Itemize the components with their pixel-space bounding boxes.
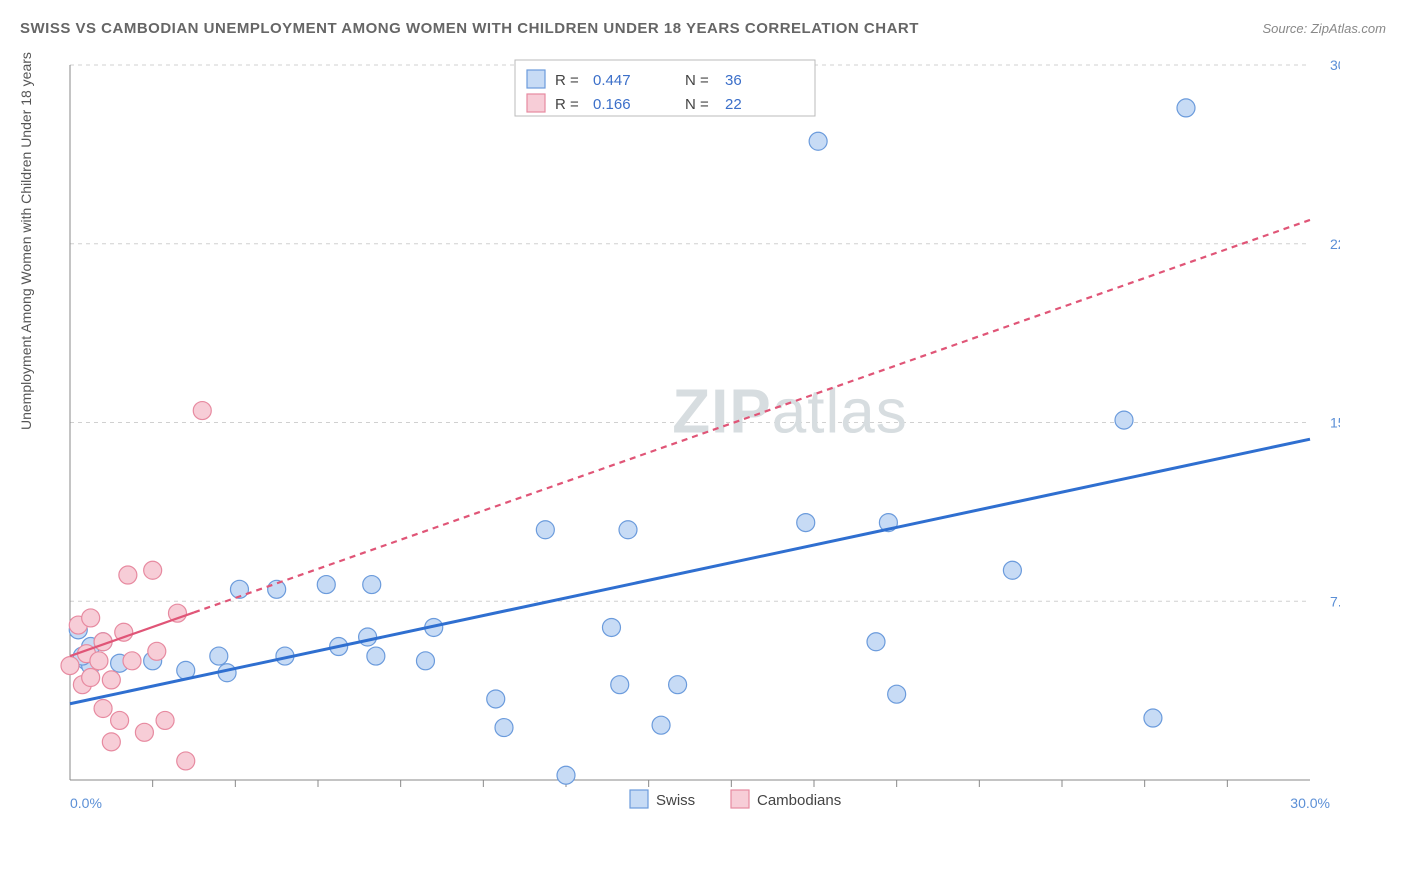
- legend-r-label: R =: [555, 72, 579, 89]
- y-tick-label: 15.0%: [1330, 415, 1340, 431]
- swiss-point: [1177, 99, 1195, 117]
- swiss-point: [536, 521, 554, 539]
- cambodians-point: [111, 711, 129, 729]
- legend-bottom-swatch: [630, 790, 648, 808]
- swiss-point: [652, 716, 670, 734]
- y-tick-label: 7.5%: [1330, 593, 1340, 609]
- swiss-point: [669, 676, 687, 694]
- swiss-point: [363, 576, 381, 594]
- swiss-point: [367, 647, 385, 665]
- swiss-point: [416, 652, 434, 670]
- legend-n-value: 22: [725, 96, 742, 113]
- x-origin-label: 0.0%: [70, 795, 102, 811]
- legend-r-value: 0.166: [593, 96, 631, 113]
- swiss-point: [557, 766, 575, 784]
- swiss-point: [888, 685, 906, 703]
- cambodians-point: [102, 671, 120, 689]
- legend-bottom-swatch: [731, 790, 749, 808]
- legend-n-label: N =: [685, 96, 709, 113]
- legend-bottom-label: Cambodians: [757, 792, 841, 809]
- swiss-point: [602, 618, 620, 636]
- cambodians-point: [82, 669, 100, 687]
- y-tick-label: 30.0%: [1330, 57, 1340, 73]
- legend-bottom-label: Swiss: [656, 792, 695, 809]
- cambodians-point: [94, 700, 112, 718]
- swiss-point: [210, 647, 228, 665]
- y-tick-label: 22.5%: [1330, 236, 1340, 252]
- swiss-point: [611, 676, 629, 694]
- swiss-point: [1003, 561, 1021, 579]
- cambodians-point: [144, 561, 162, 579]
- trend-line: [70, 439, 1310, 704]
- legend-n-value: 36: [725, 72, 742, 89]
- cambodians-point: [148, 642, 166, 660]
- watermark: ZIPatlas: [672, 378, 907, 447]
- swiss-point: [359, 628, 377, 646]
- cambodians-point: [156, 711, 174, 729]
- cambodians-point: [123, 652, 141, 670]
- cambodians-point: [82, 609, 100, 627]
- legend-r-value: 0.447: [593, 72, 631, 89]
- source: Source: ZipAtlas.com: [1262, 21, 1386, 36]
- cambodians-point: [177, 752, 195, 770]
- swiss-point: [1144, 709, 1162, 727]
- swiss-point: [619, 521, 637, 539]
- x-max-label: 30.0%: [1290, 795, 1330, 811]
- swiss-point: [809, 132, 827, 150]
- swiss-point: [1115, 411, 1133, 429]
- cambodians-point: [90, 652, 108, 670]
- swiss-point: [495, 719, 513, 737]
- cambodians-point: [119, 566, 137, 584]
- legend-swatch: [527, 94, 545, 112]
- cambodians-point: [193, 402, 211, 420]
- swiss-point: [487, 690, 505, 708]
- swiss-point: [797, 514, 815, 532]
- swiss-point: [317, 576, 335, 594]
- cambodians-point: [135, 723, 153, 741]
- legend-n-label: N =: [685, 72, 709, 89]
- chart-title: SWISS VS CAMBODIAN UNEMPLOYMENT AMONG WO…: [20, 20, 919, 37]
- legend-swatch: [527, 70, 545, 88]
- plot-area: 7.5% 15.0% 22.5% 30.0% ZIPatlas 0.0% 30.0% R = 0…: [60, 55, 1340, 815]
- source-name: ZipAtlas.com: [1311, 21, 1386, 36]
- cambodians-point: [61, 657, 79, 675]
- legend-r-label: R =: [555, 96, 579, 113]
- scatter-chart: 7.5% 15.0% 22.5% 30.0% ZIPatlas 0.0% 30.0% R = 0…: [60, 55, 1340, 815]
- y-axis-label: Unemployment Among Women with Children U…: [18, 52, 34, 430]
- swiss-point: [268, 580, 286, 598]
- cambodians-point: [102, 733, 120, 751]
- swiss-point: [867, 633, 885, 651]
- source-label: Source:: [1262, 21, 1310, 36]
